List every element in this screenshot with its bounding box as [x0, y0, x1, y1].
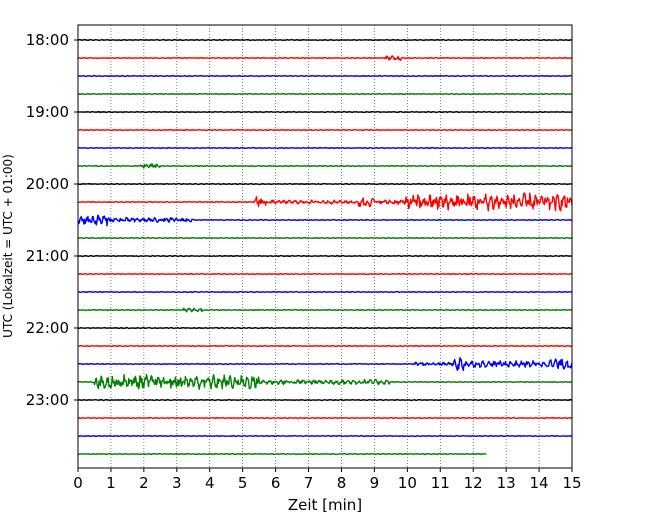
y-tick-label: 20:00: [26, 175, 69, 193]
seismic-trace: [77, 357, 573, 372]
seismic-trace: [77, 214, 573, 227]
x-tick-label: 11: [431, 474, 450, 492]
x-tick-label: 14: [530, 474, 549, 492]
seismic-trace: [78, 254, 573, 258]
seismic-trace: [77, 307, 573, 313]
x-tick-label: 8: [337, 474, 347, 492]
seismic-trace: [77, 146, 573, 150]
seismic-trace: [77, 326, 573, 330]
grid-lines: [110, 25, 540, 468]
x-tick-label: 12: [464, 474, 483, 492]
seismic-trace: [77, 374, 573, 390]
x-tick-label: 13: [497, 474, 516, 492]
x-tick-label: 1: [106, 474, 116, 492]
trace-lines: [77, 38, 573, 456]
x-tick-label: 6: [271, 474, 281, 492]
y-axis-label: UTC (Lokalzeit = UTC + 01:00): [1, 154, 15, 338]
x-tick-label: 4: [205, 474, 215, 492]
x-tick-label: 7: [304, 474, 314, 492]
seismic-trace: [77, 434, 573, 438]
x-tick-label: 2: [139, 474, 149, 492]
seismic-trace: [77, 128, 573, 132]
x-tick-label: 9: [370, 474, 380, 492]
seismic-trace: [77, 452, 487, 456]
seismic-trace: [77, 290, 573, 294]
seismic-trace: [77, 236, 572, 240]
seismic-trace: [77, 344, 573, 348]
plot-frame: [77, 24, 573, 469]
seismic-trace: [77, 74, 573, 78]
x-tick-label: 0: [73, 474, 83, 492]
axis-ticks: 0 1 2 3 4 5 6 7 8 9 10 11 12 13 14 1518:0019:0020:0021:…: [26, 31, 582, 492]
x-tick-label: 3: [172, 474, 182, 492]
seismic-trace: [77, 55, 573, 62]
x-axis-label: Zeit [min]: [288, 496, 362, 514]
y-tick-label: 23:00: [26, 391, 69, 409]
seismic-trace: [77, 416, 573, 420]
seismic-trace: [77, 163, 573, 169]
seismic-trace: [77, 398, 573, 402]
seismic-trace: [77, 182, 573, 186]
seismic-trace: [77, 92, 573, 96]
seismic-trace: [77, 110, 573, 114]
x-tick-label: 10: [398, 474, 417, 492]
y-tick-label: 22:00: [26, 319, 69, 337]
seismic-trace: [77, 192, 573, 212]
y-tick-label: 19:00: [26, 103, 69, 121]
x-tick-label: 5: [238, 474, 248, 492]
seismic-trace: [77, 272, 573, 276]
y-tick-label: 21:00: [26, 247, 69, 265]
seismic-trace: [77, 38, 573, 42]
y-tick-label: 18:00: [26, 31, 69, 49]
x-tick-label: 15: [562, 474, 581, 492]
